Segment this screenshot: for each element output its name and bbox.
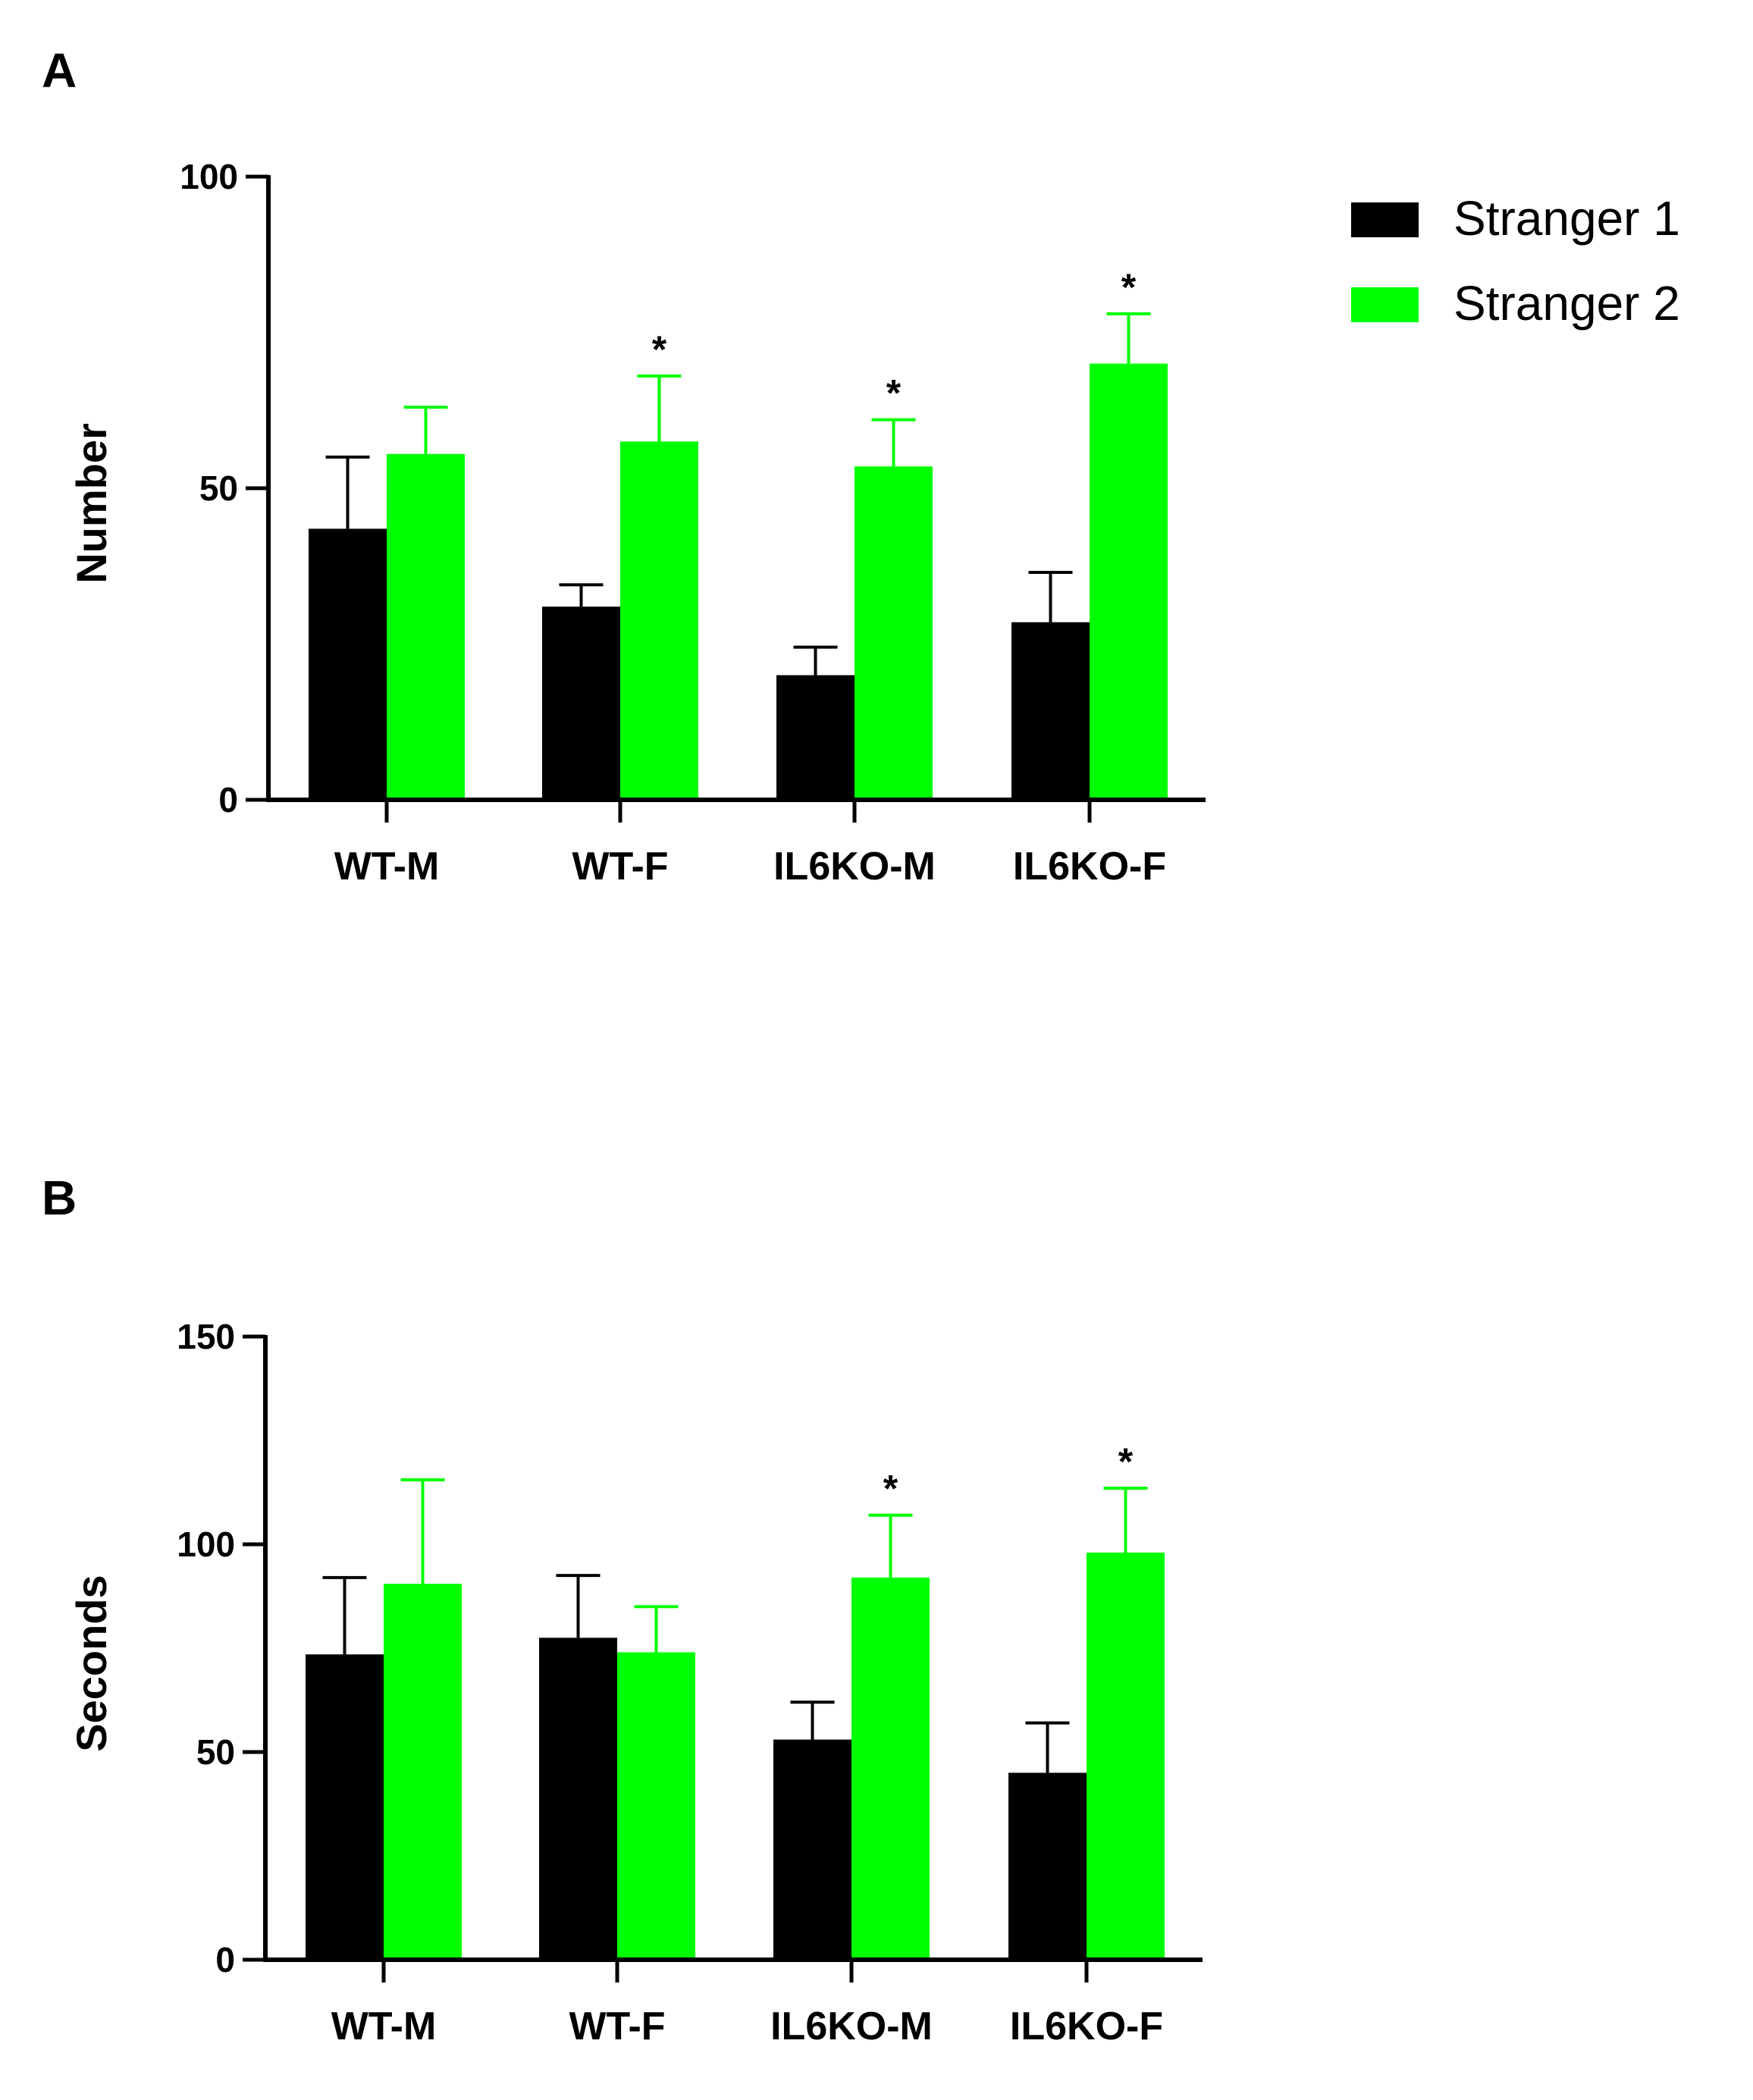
bar-stranger-2 [1090, 363, 1168, 801]
x-tick-label: IL6KO-F [1010, 2004, 1163, 2048]
legend-label: Stranger 1 [1454, 191, 1680, 246]
legend-label: Stranger 2 [1454, 276, 1680, 331]
bar-stranger-2 [1087, 1552, 1165, 1960]
x-tick-label: WT-F [572, 845, 668, 889]
significance-marker: * [883, 1468, 898, 1510]
bar-stranger-1 [542, 606, 620, 800]
y-tick-label: 100 [177, 1525, 235, 1564]
panel-label: B [42, 1171, 77, 1225]
bar-stranger-1 [1011, 622, 1090, 800]
legend-swatch-stranger-2 [1351, 287, 1419, 322]
x-tick-label: WT-F [569, 2004, 665, 2048]
y-axis-title: Seconds [67, 1575, 115, 1751]
significance-marker: * [1118, 1440, 1134, 1483]
significance-marker: * [1121, 266, 1137, 309]
bar-stranger-1 [776, 675, 855, 800]
y-tick-label: 50 [199, 469, 238, 508]
bar-stranger-2 [620, 441, 698, 800]
y-tick-label: 0 [215, 1940, 235, 1979]
bar-stranger-2 [387, 453, 465, 800]
bar-stranger-2 [855, 466, 933, 800]
y-tick-label: 0 [218, 780, 238, 820]
x-tick-label: WT-M [334, 845, 440, 889]
bar-stranger-1 [773, 1739, 851, 1960]
bar-stranger-1 [539, 1638, 617, 1960]
bar-stranger-2 [851, 1577, 930, 1960]
x-tick-label: WT-M [331, 2004, 437, 2048]
significance-marker: * [652, 328, 667, 371]
y-axis-title: Number [67, 423, 115, 584]
bar-stranger-2 [384, 1584, 462, 1960]
y-tick-label: 150 [177, 1317, 235, 1356]
significance-marker: * [886, 372, 902, 415]
chart-b: B WT-M WT-F IL6KO-M IL6KO-F * * 0 50 100 150 Second… [42, 1171, 1203, 2048]
panel-label: A [42, 43, 77, 98]
x-tick-label: IL6KO-F [1013, 845, 1166, 889]
y-tick-label: 50 [196, 1732, 235, 1772]
bar-stranger-1 [1008, 1772, 1087, 1960]
x-tick-label: IL6KO-M [773, 845, 936, 889]
y-tick-label: 100 [180, 157, 238, 196]
x-tick-label: IL6KO-M [770, 2004, 933, 2048]
legend: Stranger 1 Stranger 2 [1351, 191, 1680, 331]
chart-a: A WT-M WT-F IL6KO-M IL6KO-F * * * 0 50 100 Number [42, 43, 1206, 889]
bar-stranger-1 [309, 528, 387, 800]
legend-swatch-stranger-1 [1351, 202, 1419, 237]
bar-stranger-2 [617, 1652, 695, 1960]
bar-stranger-1 [306, 1654, 384, 1960]
